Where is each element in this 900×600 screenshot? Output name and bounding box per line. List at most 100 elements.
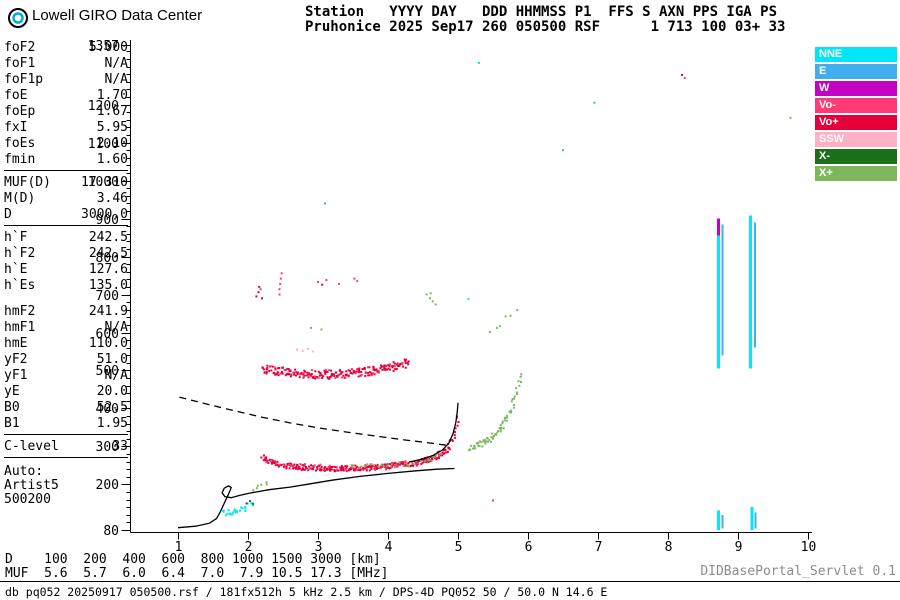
x-tick-label: 7 [595, 540, 603, 555]
param-label: foF1 [4, 56, 36, 71]
y-tick-label: 1357 [88, 39, 119, 54]
param-label: B1 [4, 416, 20, 431]
param-value: 51.0 [96, 352, 128, 367]
y-tick-label: 300 [96, 440, 119, 455]
axis-labels: 8020030040050060070080090010001100120013… [88, 39, 817, 555]
x-tick-label: 2 [245, 540, 253, 555]
param-row-foEs: foEs 2.10 [4, 136, 128, 152]
legend-item-X+: X+ [815, 166, 897, 181]
echo-points [245, 61, 792, 505]
echo-band-f-trace-2nd-order-vo-minus [269, 362, 404, 379]
param-value: 110.0 [88, 336, 128, 351]
y-tick-label: 800 [96, 251, 119, 266]
param-row-foE: foE 1.70 [4, 88, 128, 104]
param-row-foF1: foF1 N/A [4, 56, 128, 72]
param-label: foF1p [4, 72, 44, 87]
x-tick-label: 6 [525, 540, 533, 555]
param-value: 5.95 [96, 120, 128, 135]
autoscaling-block: Auto: Artist5 500200 [4, 465, 128, 507]
param-label: foE [4, 88, 28, 103]
echo-band-es-trace-x [252, 481, 268, 492]
dashed-profile-line [179, 396, 450, 447]
param-label: h`Es [4, 278, 36, 293]
echo-band-f-trace-1st-order-vo-minus [265, 454, 441, 471]
param-row-D: D 3000.0 [4, 207, 128, 223]
param-row-h`F: h`F 242.5 [4, 230, 128, 246]
param-value: 33 [112, 439, 128, 454]
y-tick-label: 400 [96, 402, 119, 417]
param-label: C-level [4, 439, 59, 454]
legend-item-E: E [815, 64, 897, 79]
param-value: 242.5 [88, 246, 128, 261]
x-tick-label: 5 [455, 540, 463, 555]
param-label: fxI [4, 120, 28, 135]
param-row-foF2: foF2 5.000 [4, 40, 128, 56]
param-value: 1.60 [96, 152, 128, 167]
param-value: 2.10 [96, 136, 128, 151]
echo-band-f-trace-1st-order-o [260, 415, 460, 473]
distance-row: D 100 200 400 600 800 1000 1500 3000 [km… [5, 552, 381, 567]
autoscaling-line: 500200 [4, 492, 51, 507]
param-group-4: C-level 33 [4, 439, 128, 458]
param-row-MUF(D): MUF(D) 17.310 [4, 175, 128, 191]
true-height-profile-line [177, 467, 455, 529]
x-tick-label: 10 [801, 540, 817, 555]
param-group-3: hmF2 241.9 hmF1 N/A hmE 110.0 yF2 51.0 yF1 N/A yE 2… [4, 304, 128, 435]
param-label: h`F2 [4, 246, 36, 261]
param-label: h`E [4, 262, 28, 277]
param-value: 127.6 [88, 262, 128, 277]
param-label: yF2 [4, 352, 28, 367]
footer-divider [0, 581, 900, 582]
y-tick-label: 80 [103, 524, 119, 539]
param-row-h`E: h`E 127.6 [4, 262, 128, 278]
param-label: yE [4, 384, 20, 399]
echo-traces [221, 308, 523, 517]
param-row-fmin: fmin 1.60 [4, 152, 128, 168]
param-value: 3000.0 [81, 207, 128, 222]
app-title: Lowell GIRO Data Center [32, 7, 203, 24]
param-label: fmin [4, 152, 36, 167]
param-row-hmF1: hmF1 N/A [4, 320, 128, 336]
autoscaling-line: Artist5 [4, 478, 59, 493]
param-row-h`F2: h`F2 242.5 [4, 246, 128, 262]
antenna-legend: NNE E W Vo- Vo+ SSW X- X+ [815, 47, 897, 183]
param-label: hmF1 [4, 320, 36, 335]
param-group-2: h`F 242.5 h`F2 242.5 h`E 127.6 h`Es 135.0 [4, 230, 128, 296]
param-row-yE: yE 20.0 [4, 384, 128, 400]
param-row-foEp: foEp 1.67 [4, 104, 128, 120]
param-row-foF1p: foF1p N/A [4, 72, 128, 88]
param-value: 52.5 [96, 400, 128, 415]
param-panel: foF2 5.000 foF1 N/A foF1p N/A foE 1.70 foEp 1.67 f… [4, 40, 128, 507]
echo-band-x-trace-2nd-order [488, 308, 519, 333]
param-value: 1.67 [96, 104, 128, 119]
footer-info: db pq052 20250917 050500.rsf / 181fx512h… [5, 585, 608, 599]
param-value: 1.95 [96, 416, 128, 431]
x-tick-label: 3 [315, 540, 323, 555]
param-value: 17.310 [81, 175, 128, 190]
param-row-fxI: fxI 5.95 [4, 120, 128, 136]
param-label: foEs [4, 136, 36, 151]
echo-band-es-trace [221, 502, 255, 517]
autoscaling-line: Auto: [4, 464, 44, 479]
param-row-hmF2: hmF2 241.9 [4, 304, 128, 320]
param-row-yF1: yF1 N/A [4, 368, 128, 384]
param-row-yF2: yF2 51.0 [4, 352, 128, 368]
x-tick-label: 9 [735, 540, 743, 555]
fitted-trace-line [408, 402, 459, 463]
giro-logo-icon [8, 8, 28, 28]
param-value: 241.9 [88, 304, 128, 319]
param-row-M(D): M(D) 3.46 [4, 191, 128, 207]
param-label: M(D) [4, 191, 36, 206]
y-tick-label: 1000 [88, 175, 119, 190]
param-value: 3.46 [96, 191, 128, 206]
param-value: 20.0 [96, 384, 128, 399]
legend-item-SSW: SSW [815, 132, 897, 147]
legend-item-Vo+: Vo+ [815, 115, 897, 130]
station-header-values: Pruhonice 2025 Sep17 260 050500 RSF 1 71… [305, 19, 786, 35]
y-tick-label: 600 [96, 327, 119, 342]
param-value: 5.000 [88, 40, 128, 55]
y-tick-label: 1200 [88, 99, 119, 114]
param-label: foEp [4, 104, 36, 119]
